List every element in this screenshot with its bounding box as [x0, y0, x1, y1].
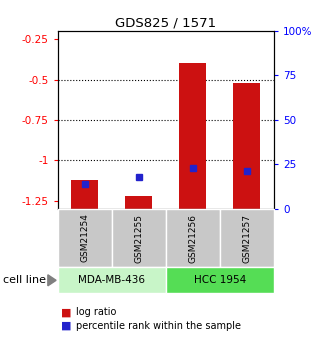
Title: GDS825 / 1571: GDS825 / 1571 — [115, 17, 216, 30]
Text: log ratio: log ratio — [76, 307, 116, 317]
Text: GSM21257: GSM21257 — [242, 214, 251, 263]
Bar — [125, 196, 152, 209]
Bar — [71, 180, 98, 209]
Text: percentile rank within the sample: percentile rank within the sample — [76, 321, 241, 331]
Bar — [179, 63, 206, 209]
Bar — [233, 83, 260, 209]
Text: cell line: cell line — [3, 275, 46, 285]
Text: GSM21254: GSM21254 — [80, 214, 89, 263]
Text: GSM21255: GSM21255 — [134, 214, 143, 263]
Text: HCC 1954: HCC 1954 — [194, 275, 246, 285]
Text: MDA-MB-436: MDA-MB-436 — [78, 275, 145, 285]
Text: ■: ■ — [61, 307, 72, 317]
Text: ■: ■ — [61, 321, 72, 331]
Text: GSM21256: GSM21256 — [188, 214, 197, 263]
